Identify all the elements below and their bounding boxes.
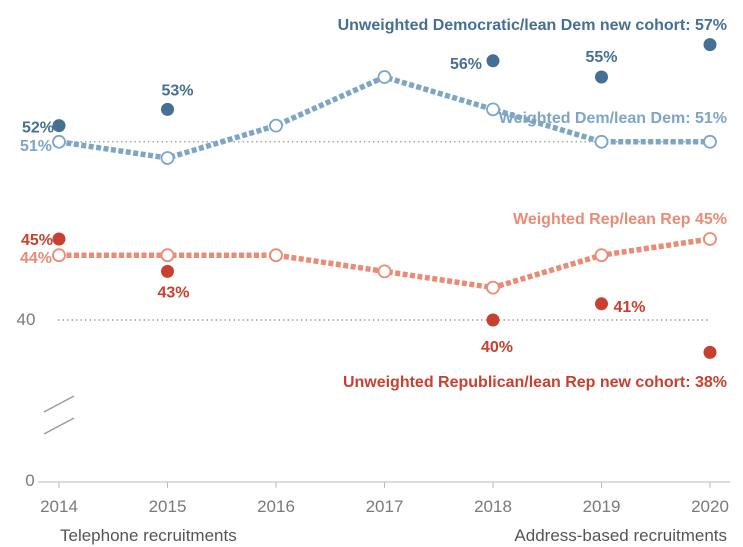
data-label-wrep-2014: 44% (20, 250, 52, 267)
point-wdem-2017 (377, 70, 392, 84)
data-labels: 51%52% 53% 56% 55% 44%45% 43% 40% 41% (20, 49, 646, 356)
series-labels: Weighted Dem/lean Dem: 51% Unweighted Dem… (338, 17, 727, 391)
x-tick-label-2017: 2017 (366, 497, 404, 516)
series-label-wdem: Weighted Dem/lean Dem: 51% (499, 110, 727, 127)
point-urep-2020 (703, 345, 717, 359)
point-udem-2014 (52, 119, 66, 133)
x-tick-label-2014: 2014 (40, 497, 78, 516)
x-tick-label-2018: 2018 (474, 497, 512, 516)
y-tick-label-0: 0 (25, 471, 34, 490)
point-wdem-2020 (703, 134, 717, 149)
data-points (52, 38, 717, 359)
point-wrep-2016 (269, 248, 283, 263)
data-label-udem-2014: 52% (22, 120, 54, 137)
data-label-urep-2018: 40% (481, 339, 513, 356)
data-label-udem-2019: 55% (585, 49, 617, 66)
reference-lines (58, 141, 710, 321)
point-wdem-2015 (160, 151, 175, 165)
x-tick-label-2019: 2019 (583, 497, 621, 516)
point-urep-2015 (161, 264, 174, 278)
point-urep-2014 (52, 232, 66, 246)
point-udem-2018 (486, 54, 500, 68)
point-urep-2019 (595, 297, 608, 311)
point-wrep-2020 (703, 232, 717, 246)
point-wrep-2014 (52, 248, 66, 263)
point-wrep-2017 (377, 264, 392, 279)
point-urep-2018 (486, 313, 500, 327)
point-wdem-2018 (486, 102, 500, 117)
point-wdem-2019 (594, 134, 609, 149)
point-udem-2019 (595, 70, 608, 84)
series-label-udem: Unweighted Democratic/lean Dem new cohor… (338, 17, 727, 34)
axis-break-icon (43, 395, 75, 435)
x-axis-ticks: 2014 2015 2016 2017 2018 2019 2020 (40, 482, 729, 516)
point-wdem-2014 (52, 134, 66, 149)
x-tick-label-2020: 2020 (691, 497, 729, 516)
point-udem-2015 (161, 102, 174, 116)
data-label-udem-2015: 53% (161, 82, 193, 99)
point-udem-2020 (703, 38, 717, 52)
y-tick-label-40: 40 (17, 310, 36, 329)
address-based-recruitments-note: Address-based recruitments (514, 526, 727, 545)
point-wrep-2018 (486, 280, 500, 295)
series-label-wrep: Weighted Rep/lean Rep 45% (513, 211, 727, 228)
point-wdem-2016 (269, 118, 283, 133)
x-tick-label-2016: 2016 (257, 497, 295, 516)
data-label-urep-2014: 45% (21, 232, 53, 249)
series-label-urep: Unweighted Republican/lean Rep new cohor… (343, 374, 727, 391)
telephone-recruitments-note: Telephone recruitments (60, 526, 237, 545)
series-lines (58, 74, 711, 291)
data-label-wdem-2014: 51% (20, 138, 52, 155)
data-label-urep-2019: 41% (614, 299, 646, 316)
point-wrep-2015 (160, 248, 175, 263)
data-label-urep-2015: 43% (157, 284, 189, 301)
x-tick-label-2015: 2015 (149, 497, 187, 516)
series-line-wrep (59, 236, 711, 291)
data-label-udem-2018: 56% (450, 56, 482, 73)
point-wrep-2019 (594, 248, 609, 263)
